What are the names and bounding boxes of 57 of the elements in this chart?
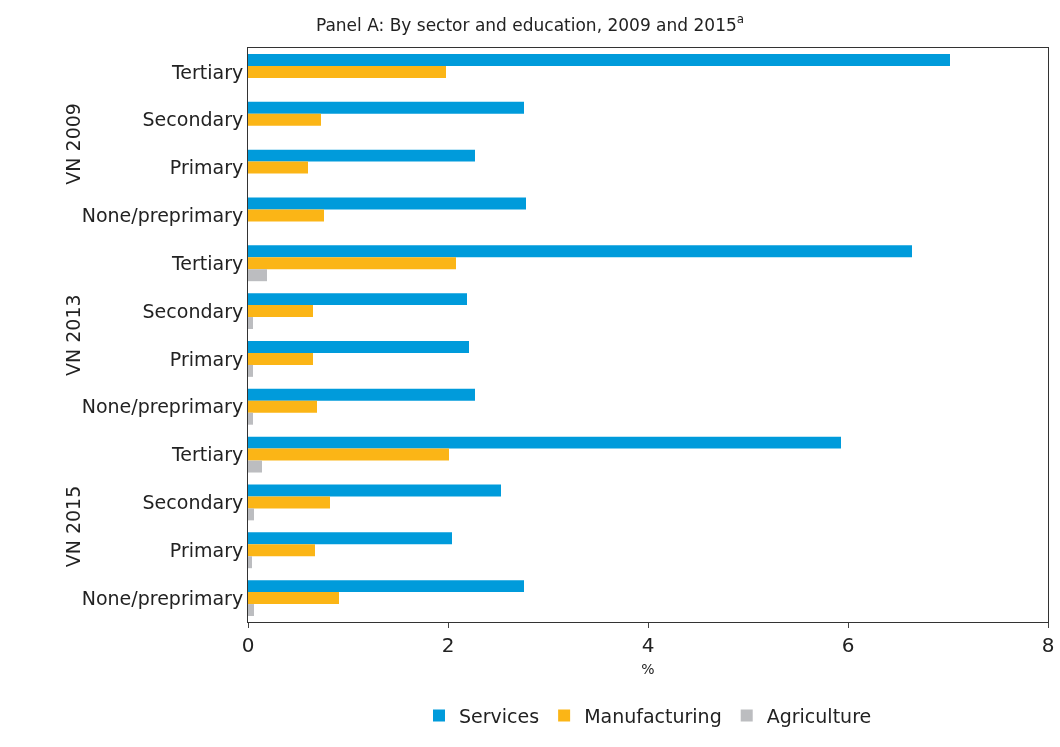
bar <box>248 197 526 210</box>
y-tick-label: Secondary <box>142 108 244 131</box>
y-tick-label: Primary <box>169 347 244 370</box>
bar <box>248 400 317 413</box>
x-tick-label: 2 <box>441 633 455 657</box>
bar <box>248 496 330 509</box>
bar <box>248 113 321 126</box>
bar <box>248 257 456 270</box>
bar <box>248 460 262 473</box>
x-tick-label: 4 <box>641 633 655 657</box>
bar <box>248 149 475 162</box>
bar <box>248 508 254 521</box>
y-tick-label: Primary <box>169 538 244 561</box>
bar <box>248 388 475 401</box>
y-tick-label: None/preprimary <box>81 395 244 418</box>
x-tick-label: 0 <box>241 633 255 657</box>
bar <box>248 532 452 545</box>
bar <box>248 209 324 222</box>
legend-label: Agriculture <box>766 704 872 727</box>
bar <box>248 592 339 605</box>
bar <box>248 448 449 461</box>
bar <box>248 65 446 78</box>
bar <box>248 412 253 425</box>
bar <box>248 53 950 66</box>
y-tick-label: None/preprimary <box>81 204 244 227</box>
legend-label: Manufacturing <box>584 704 722 727</box>
y-tick-label: Tertiary <box>170 443 244 466</box>
bar <box>248 580 524 593</box>
bar <box>248 604 254 617</box>
bar <box>248 245 912 258</box>
bar <box>248 556 252 569</box>
bar <box>248 436 841 449</box>
text: VN 2009 <box>62 103 85 185</box>
bar <box>248 544 315 557</box>
bar <box>248 352 313 365</box>
bar <box>248 293 467 306</box>
bar <box>248 161 308 174</box>
x-tick-label: 6 <box>841 633 855 657</box>
chart-title: Panel A: By sector and education, 2009 and 2015$^{a}$ <box>315 12 745 35</box>
bar <box>248 101 524 114</box>
x-tick-label: 8 <box>1041 633 1055 657</box>
bar <box>248 317 253 330</box>
legend-label: Services <box>459 704 540 727</box>
bar <box>248 484 501 497</box>
y-tick-label: Tertiary <box>170 251 244 274</box>
bar <box>248 340 469 353</box>
bar <box>248 305 313 318</box>
y-tick-label: Primary <box>169 156 244 179</box>
y-tick-label: Tertiary <box>170 60 244 83</box>
text: VN 2015 <box>61 485 84 568</box>
y-tick-label: None/preprimary <box>81 586 244 609</box>
y-tick-label: Secondary <box>142 299 244 322</box>
text: VN 2013 <box>62 294 84 376</box>
y-tick-label: Secondary <box>142 491 244 514</box>
bar <box>248 364 253 377</box>
bar <box>248 269 267 282</box>
x-axis-title: % <box>641 661 655 677</box>
